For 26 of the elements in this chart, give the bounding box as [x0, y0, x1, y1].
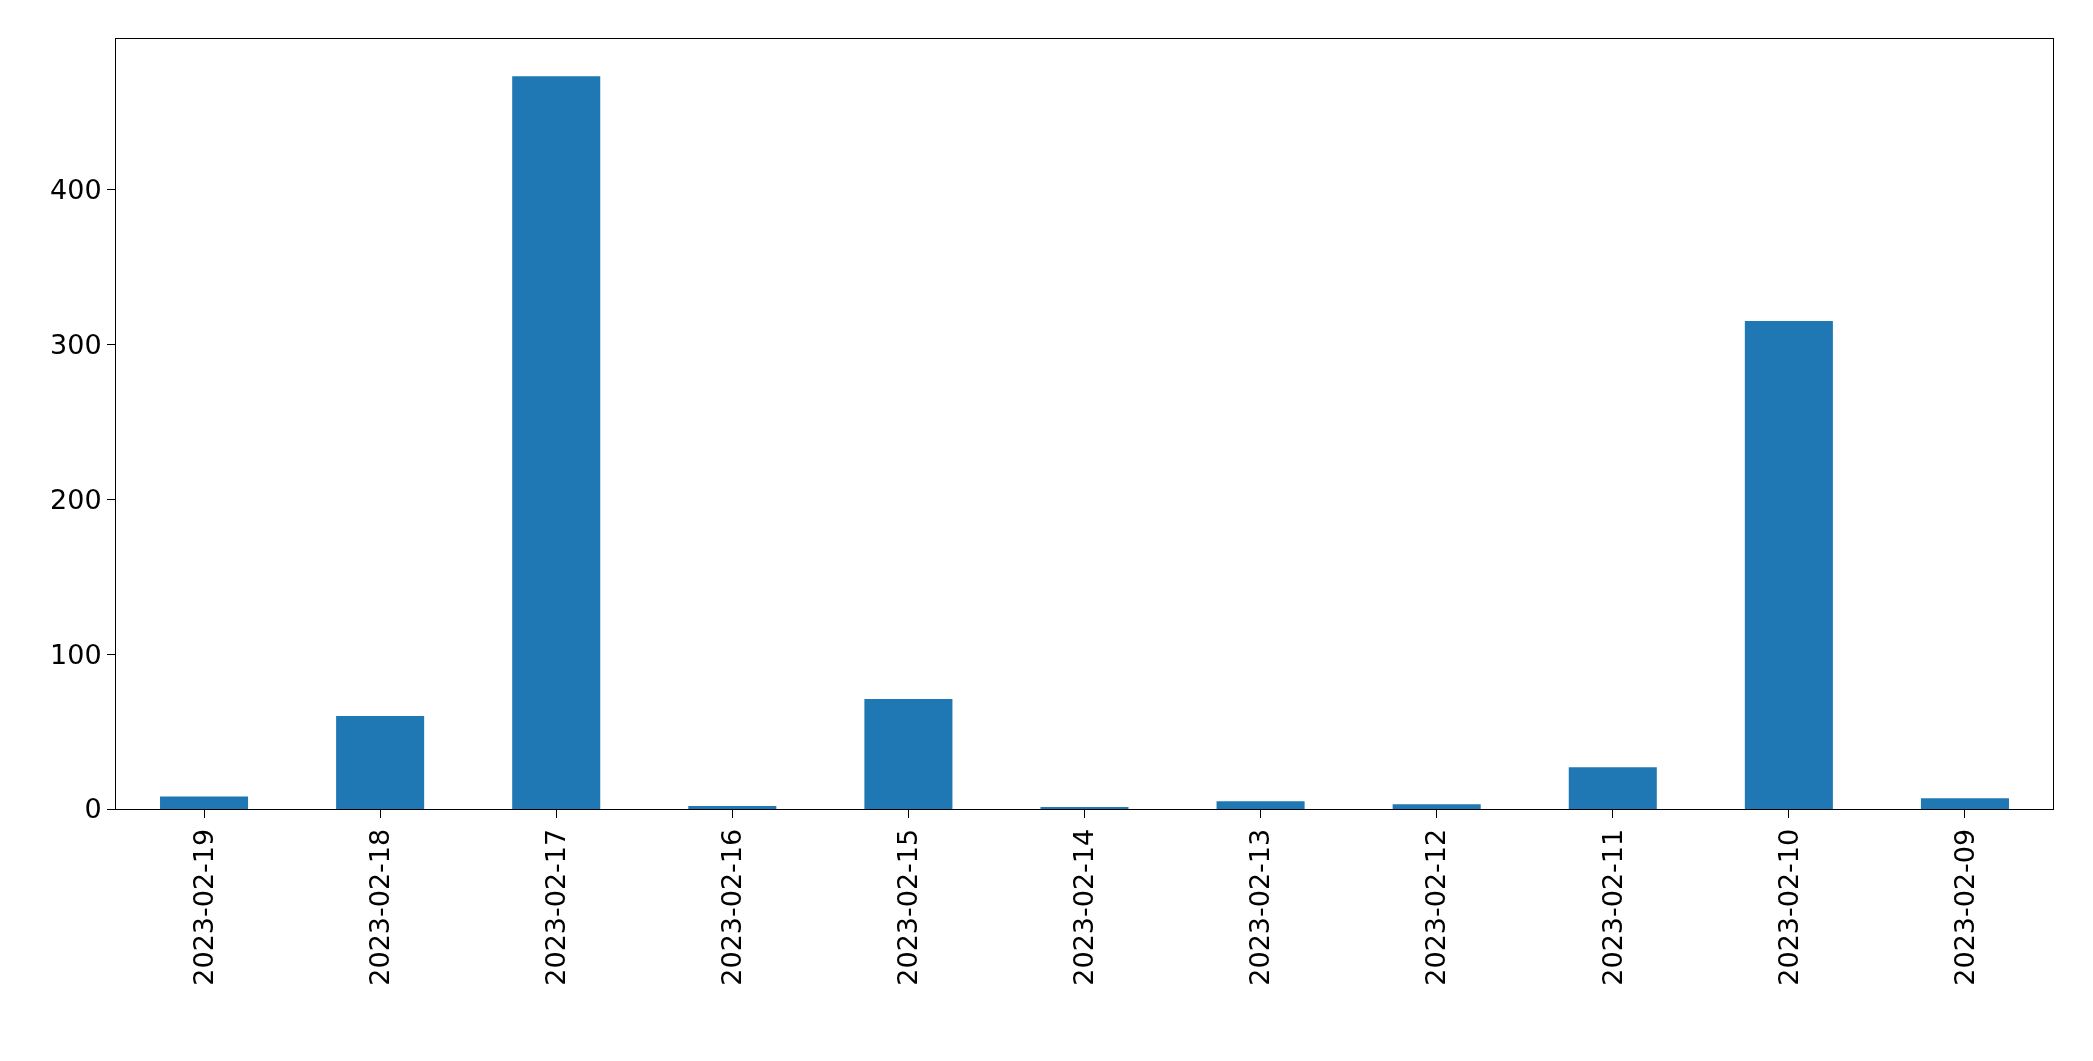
bar [336, 716, 425, 809]
y-tick-label: 300 [50, 328, 102, 360]
x-tick-label: 2023-02-17 [540, 828, 572, 986]
bar [1744, 320, 1833, 809]
bar [1568, 767, 1657, 809]
y-tick-label: 400 [50, 173, 102, 205]
x-tick-label: 2023-02-09 [1948, 828, 1980, 986]
bar [1920, 798, 2009, 809]
x-tick-label: 2023-02-12 [1420, 828, 1452, 986]
bar [1216, 801, 1305, 809]
y-tick-label: 0 [84, 793, 102, 825]
y-tick-label: 100 [50, 638, 102, 670]
x-tick-label: 2023-02-13 [1244, 828, 1276, 986]
x-tick-label: 2023-02-15 [892, 828, 924, 986]
x-tick-label: 2023-02-19 [187, 828, 219, 986]
x-tick-label: 2023-02-18 [363, 828, 395, 986]
bar [1392, 804, 1481, 809]
bar [864, 699, 953, 809]
y-tick-label: 200 [50, 483, 102, 515]
x-tick-label: 2023-02-11 [1596, 828, 1628, 986]
x-tick-label: 2023-02-14 [1068, 828, 1100, 986]
x-tick-label: 2023-02-10 [1772, 828, 1804, 986]
bar [160, 796, 249, 809]
bar [688, 805, 777, 809]
x-tick-label: 2023-02-16 [716, 828, 748, 986]
bar [512, 76, 601, 809]
